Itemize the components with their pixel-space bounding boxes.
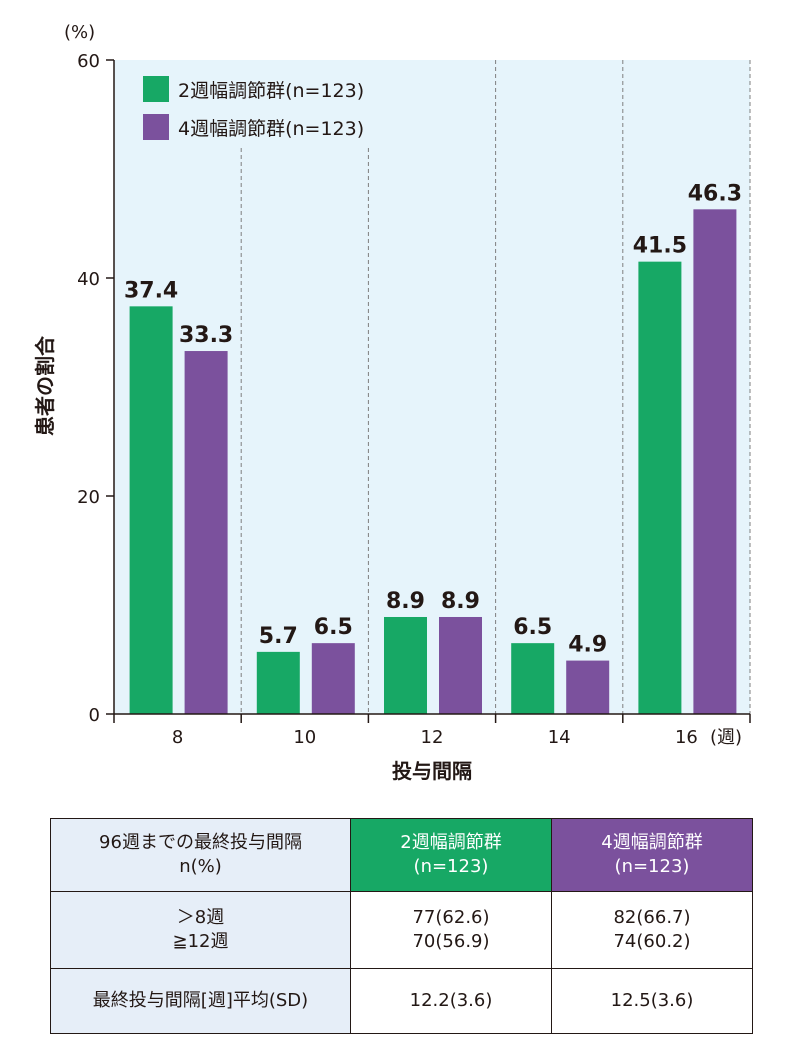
bar-group2-14 (511, 643, 555, 714)
bar-group4-10 (311, 643, 355, 714)
row2-group4-cell: 12.5(3.6) (551, 968, 753, 1034)
bar-value-label: 6.5 (513, 615, 552, 640)
header-group2-line-2: (n=123) (413, 856, 489, 877)
category-separators (240, 60, 751, 714)
y-ticks-group: 0 20 40 60 (77, 51, 114, 726)
row2-label-cell: 最終投与間隔[週]平均(SD) (50, 968, 351, 1034)
bar-value-label: 5.7 (259, 624, 298, 649)
axes-group (113, 60, 750, 715)
bar-value-label: 46.3 (688, 181, 742, 206)
y-tick-label: 0 (89, 705, 100, 726)
bar-labels-group: 37.433.3 5.7 6.5 8.9 8.9 6.5 4.9 41.5 46.3 (124, 181, 742, 657)
header-group2-cell: 2週幅調節群 (n=123) (350, 818, 552, 892)
x-tick-label: 8 (172, 727, 183, 748)
row1-group2-cell: 77(62.6) 70(56.9) (350, 891, 552, 969)
y-tick-label: 20 (77, 487, 100, 508)
header-group4-line-1: 4週幅調節群 (601, 832, 703, 853)
legend: 2週幅調節群(n=123) 4週幅調節群(n=123) (143, 76, 364, 140)
x-unit-label: (週) (710, 727, 742, 748)
bar-group2-12 (384, 616, 427, 714)
y-tick-label: 60 (77, 51, 100, 72)
x-tick-label: 14 (548, 727, 571, 748)
x-axis-title: 投与間隔 (392, 759, 472, 783)
bar-value-label: 8.9 (386, 589, 425, 614)
bar-value-label: 37.4 (124, 278, 178, 303)
table-header-row: 96週までの最終投与間隔 n(%) 2週幅調節群 (n=123) 4週幅調節群 … (50, 818, 753, 892)
x-tick-label: 16 (675, 727, 698, 748)
y-unit-label: (%) (64, 22, 95, 43)
x-tick-label: 10 (293, 727, 316, 748)
row1-label-line-1: ＞8週 (176, 907, 225, 928)
row1-label-cell: ＞8週 ≧12週 (50, 891, 351, 969)
bar-value-label: 6.5 (314, 615, 353, 640)
row1-group4-cell: 82(66.7) 74(60.2) (551, 891, 753, 969)
bar-group2-16 (638, 261, 682, 714)
row2-group2-line-1: 12.2(3.6) (409, 990, 493, 1011)
bar-group4-16 (693, 209, 737, 714)
bar-group4-14 (566, 660, 610, 714)
row2-label-line-1: 最終投与間隔[週]平均(SD) (92, 990, 309, 1011)
bar-chart: 37.433.3 5.7 6.5 8.9 8.9 6.5 4.9 41.5 46.3 0 20 40… (33, 22, 751, 783)
bar-value-label: 4.9 (568, 633, 607, 658)
bar-group4-12 (439, 616, 482, 714)
table-row: 最終投与間隔[週]平均(SD) 12.2(3.6) 12.5(3.6) (50, 968, 753, 1034)
row1-group2-line-2: 70(56.9) (412, 931, 490, 952)
legend-swatch (143, 114, 169, 140)
header-label-line-2: n(%) (179, 856, 222, 877)
header-label-line-1: 96週までの最終投与間隔 (99, 832, 302, 853)
y-tick-label: 40 (77, 269, 100, 290)
x-ticks-group: 8 10 12 14 16 (113, 714, 751, 748)
summary-table: 96週までの最終投与間隔 n(%) 2週幅調節群 (n=123) 4週幅調節群 … (50, 818, 753, 1034)
legend-swatch (143, 76, 169, 102)
header-group4-cell: 4週幅調節群 (n=123) (551, 818, 753, 892)
y-axis-title: 患者の割合 (33, 335, 57, 436)
legend-label: 4週幅調節群(n=123) (178, 118, 364, 140)
row1-group4-line-1: 82(66.7) (613, 907, 691, 928)
row1-group4-line-2: 74(60.2) (613, 931, 691, 952)
bar-value-label: 33.3 (179, 323, 233, 348)
header-label-cell: 96週までの最終投与間隔 n(%) (50, 818, 351, 892)
bar-value-label: 8.9 (441, 589, 480, 614)
x-tick-label: 12 (421, 727, 444, 748)
bars-group (129, 209, 737, 714)
bar-value-label: 41.5 (633, 234, 687, 259)
header-group4-line-2: (n=123) (614, 856, 690, 877)
bar-group4-8 (184, 351, 228, 714)
legend-label: 2週幅調節群(n=123) (178, 80, 364, 102)
bar-group2-8 (129, 306, 173, 714)
row1-label-line-2: ≧12週 (172, 931, 229, 952)
header-group2-line-1: 2週幅調節群 (400, 832, 502, 853)
row2-group4-line-1: 12.5(3.6) (610, 990, 694, 1011)
table-row: ＞8週 ≧12週 77(62.6) 70(56.9) 82(66.7) 74(6… (50, 891, 753, 969)
row1-group2-line-1: 77(62.6) (412, 907, 490, 928)
bar-group2-10 (256, 651, 300, 714)
row2-group2-cell: 12.2(3.6) (350, 968, 552, 1034)
